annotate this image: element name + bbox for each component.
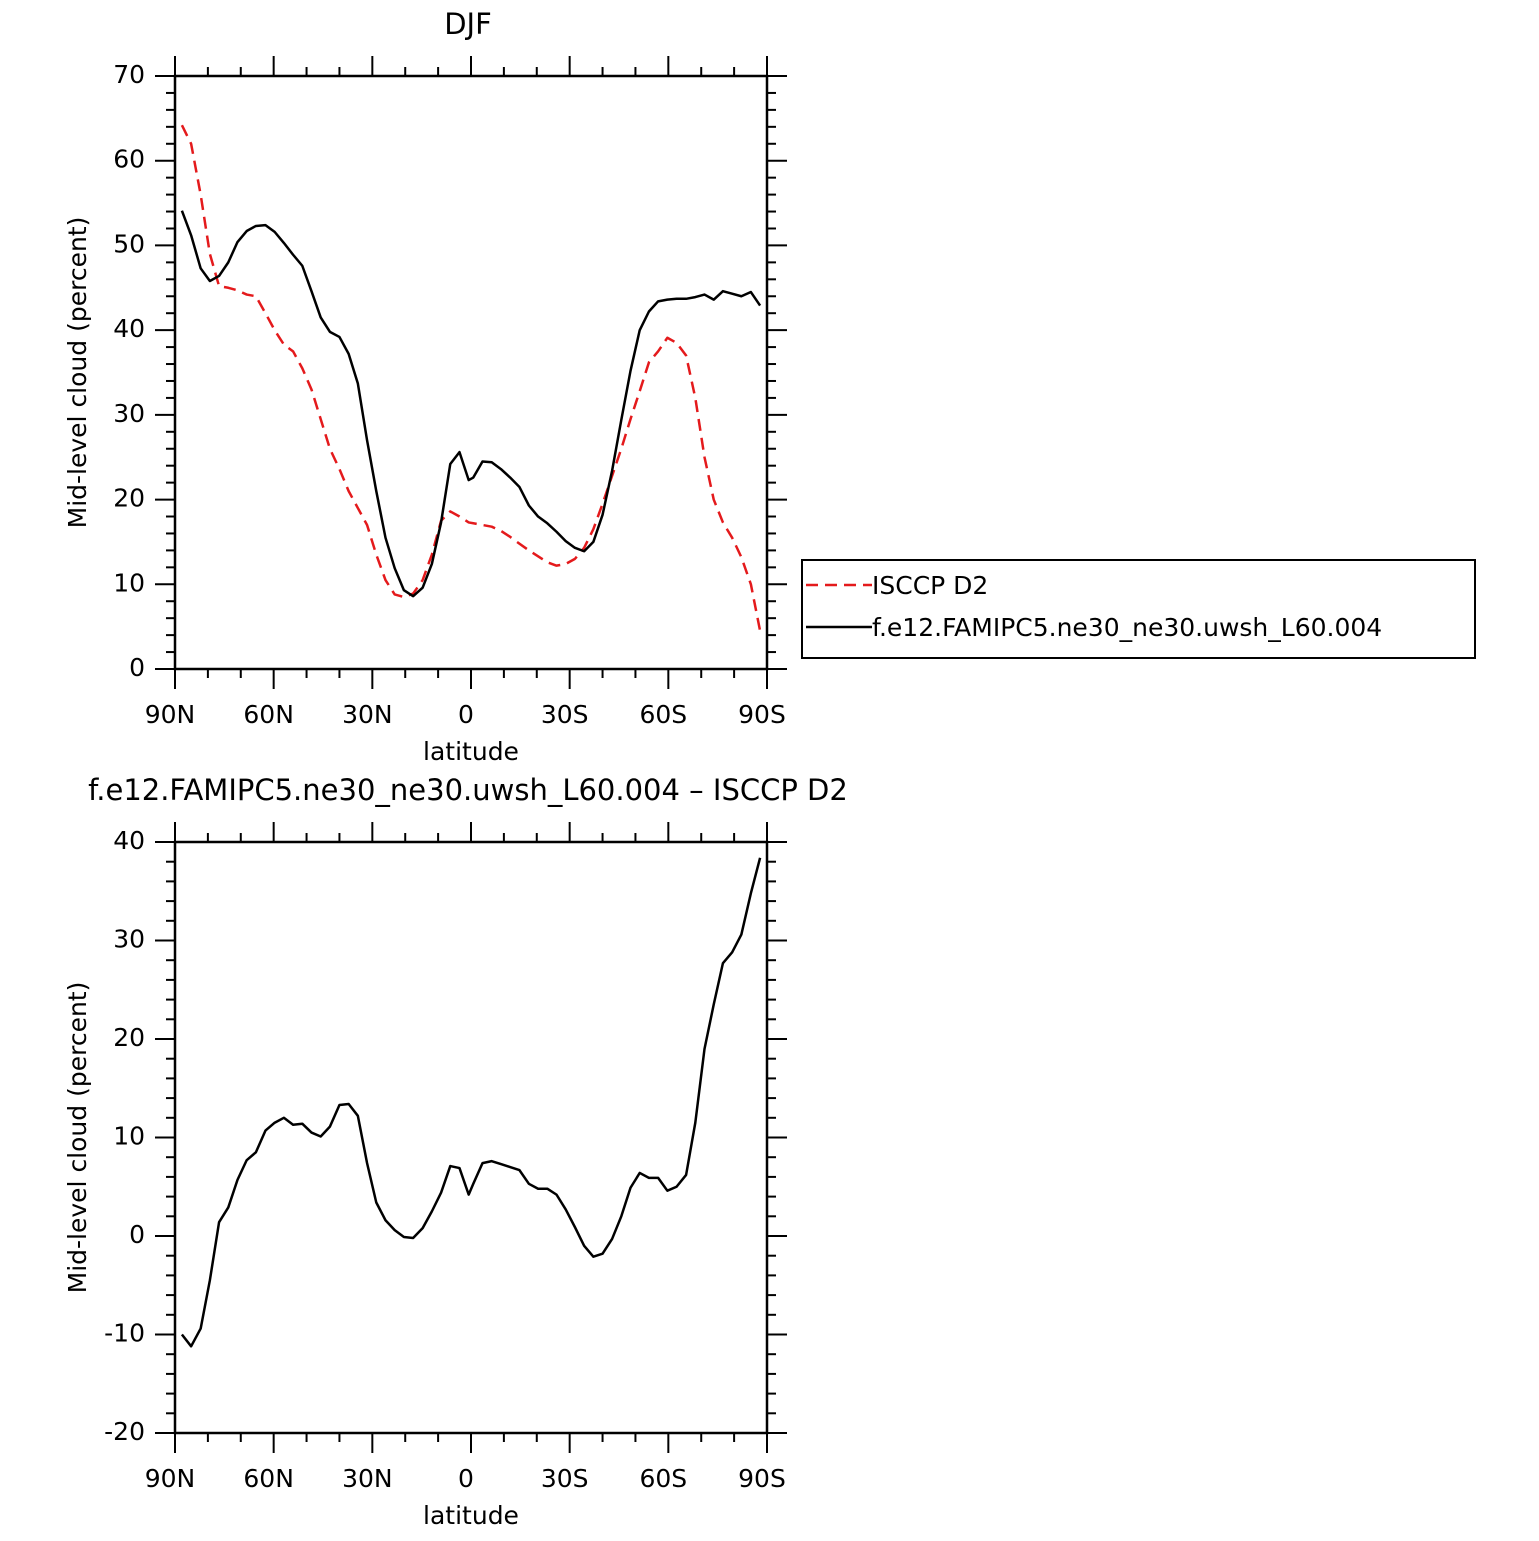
x-tick-label: 60S	[639, 700, 687, 729]
chart-title: f.e12.FAMIPC5.ne30_ne30.uwsh_L60.004 – I…	[88, 773, 848, 807]
x-tick-label: 60N	[243, 700, 294, 729]
y-tick-label: 20	[113, 484, 145, 513]
legend-box	[801, 559, 1476, 659]
y-axis-label: Mid-level cloud (percent)	[63, 982, 92, 1294]
y-tick-label: 60	[113, 145, 145, 174]
y-tick-label: 30	[113, 399, 145, 428]
y-tick-label: 30	[113, 925, 145, 954]
x-tick-label: 90S	[738, 1464, 786, 1493]
y-tick-label: 10	[113, 1122, 145, 1151]
x-tick-label: 60S	[639, 1464, 687, 1493]
data-line	[180, 857, 762, 1348]
x-tick-label: 30S	[541, 1464, 589, 1493]
y-tick-label: 40	[113, 314, 145, 343]
y-tick-label: 10	[113, 568, 145, 597]
x-tick-label: 90N	[145, 700, 196, 729]
x-tick-label: 90N	[145, 1464, 196, 1493]
x-tick-label: 60N	[243, 1464, 294, 1493]
y-tick-label: -10	[104, 1319, 145, 1348]
x-tick-label: 30N	[342, 700, 393, 729]
legend-label: f.e12.FAMIPC5.ne30_ne30.uwsh_L60.004	[872, 613, 1382, 642]
x-tick-label: 0	[458, 700, 474, 729]
x-tick-label: 30S	[541, 700, 589, 729]
y-tick-label: 0	[129, 653, 145, 682]
plot-frame	[173, 840, 769, 1435]
chart-title: DJF	[444, 7, 492, 41]
x-tick-label: 30N	[342, 1464, 393, 1493]
y-tick-label: 0	[129, 1220, 145, 1249]
x-tick-label: 0	[458, 1464, 474, 1493]
plot-frame	[173, 74, 769, 671]
y-tick-label: 20	[113, 1023, 145, 1052]
data-line	[180, 124, 762, 632]
legend-label: ISCCP D2	[872, 571, 988, 600]
y-tick-label: -20	[104, 1417, 145, 1446]
y-axis-label: Mid-level cloud (percent)	[63, 217, 92, 529]
data-line	[180, 210, 762, 598]
y-tick-label: 40	[113, 826, 145, 855]
y-tick-label: 70	[113, 60, 145, 89]
x-axis-label: latitude	[423, 737, 519, 766]
y-tick-label: 50	[113, 229, 145, 258]
x-axis-label: latitude	[423, 1501, 519, 1530]
x-tick-label: 90S	[738, 700, 786, 729]
